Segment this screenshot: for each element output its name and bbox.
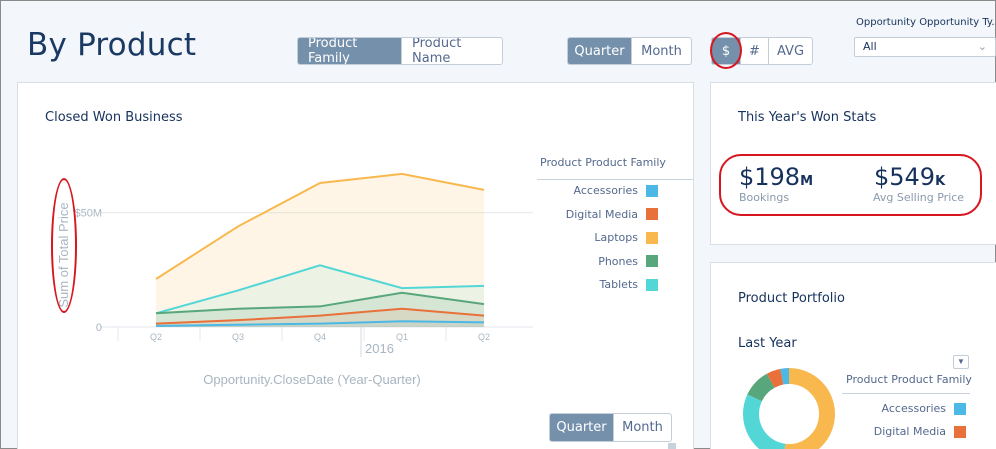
- page-title: By Product: [27, 27, 197, 63]
- legend-swatch: [646, 278, 658, 291]
- legend-item[interactable]: Accessories: [538, 184, 658, 197]
- group-toggle: Product Family Product Name: [297, 37, 503, 65]
- series-line: [155, 264, 485, 315]
- legend-item[interactable]: Tablets: [538, 278, 658, 291]
- donut-slice: [743, 394, 786, 449]
- series-area: [156, 265, 484, 327]
- legend-swatch: [646, 255, 658, 267]
- scrollbar-thumb[interactable]: [668, 443, 676, 449]
- count-button[interactable]: #: [740, 38, 768, 64]
- filter-label: Opportunity Opportunity Ty...: [856, 17, 996, 28]
- x-axis-label: Opportunity.CloseDate (Year-Quarter): [203, 372, 420, 387]
- series-area: [156, 292, 484, 327]
- legend-label: Accessories: [573, 184, 638, 197]
- bookings-label: Bookings: [739, 191, 790, 204]
- annotation-oval-stats: [719, 154, 982, 216]
- portfolio-legend-title: Product Product Family: [846, 373, 972, 386]
- bottom-period-toggle: Quarter Month: [549, 413, 672, 442]
- series-line: [155, 320, 485, 327]
- filter-value: All: [863, 40, 877, 53]
- donut-slice: [766, 368, 784, 388]
- donut-slice: [780, 368, 790, 385]
- legend-swatch: [646, 184, 658, 197]
- x-tick-label: Q1: [396, 332, 408, 342]
- legend-title: Product Product Family: [540, 156, 666, 169]
- legend-label: Laptops: [594, 231, 638, 244]
- portfolio-legend-item[interactable]: Accessories: [846, 402, 966, 415]
- series-area: [156, 308, 484, 327]
- y-tick-label: 0: [96, 322, 102, 334]
- bottom-quarter-button[interactable]: Quarter: [550, 414, 613, 441]
- portfolio-subtitle: Last Year: [738, 336, 797, 351]
- won-stats-card: This Year's Won Stats $198M Bookings $54…: [710, 82, 996, 245]
- legend-swatch: [954, 425, 966, 438]
- asp-value: $549K: [874, 163, 946, 191]
- legend-item[interactable]: Digital Media: [538, 208, 658, 221]
- asp-label: Avg Selling Price: [873, 191, 965, 204]
- x-tick-label: Q3: [232, 332, 244, 342]
- series-line: [155, 307, 485, 325]
- donut-slice: [747, 373, 775, 402]
- won-stats-title: This Year's Won Stats: [738, 110, 877, 125]
- portfolio-legend-divider: [842, 393, 970, 394]
- chevron-down-icon: ⌄: [977, 40, 987, 53]
- quarter-button[interactable]: Quarter: [568, 38, 631, 64]
- product-name-button[interactable]: Product Name: [401, 38, 502, 64]
- legend-swatch: [954, 402, 966, 415]
- legend-label: Digital Media: [873, 425, 946, 438]
- closed-won-card: Closed Won Business 0 $50M Sum of Total Pr…: [17, 82, 694, 449]
- y-tick-label: $50M: [74, 208, 102, 220]
- legend-item[interactable]: Laptops: [538, 231, 658, 244]
- legend-menu-button[interactable]: ▼: [953, 355, 969, 369]
- donut-slice: [784, 368, 835, 449]
- legend-swatch: [646, 208, 658, 220]
- opportunity-type-select[interactable]: All ⌄: [854, 37, 996, 57]
- avg-button[interactable]: AVG: [768, 38, 812, 64]
- x-tick-label: Q4: [314, 332, 326, 342]
- portfolio-title: Product Portfolio: [738, 291, 845, 306]
- annotation-oval-ylabel: [51, 178, 77, 313]
- annotation-circle-dollar: [710, 32, 742, 69]
- year-label: 2016: [365, 341, 394, 356]
- legend-swatch: [646, 231, 658, 244]
- bottom-month-button[interactable]: Month: [613, 414, 671, 441]
- month-button[interactable]: Month: [631, 38, 691, 64]
- portfolio-legend-item[interactable]: Digital Media: [846, 425, 966, 438]
- series-line: [155, 172, 485, 280]
- portfolio-card: Product Portfolio Last Year ▼ Product Pr…: [710, 262, 996, 449]
- legend-label: Digital Media: [565, 207, 638, 221]
- legend-label: Accessories: [881, 402, 946, 415]
- x-tick-label: Q2: [478, 332, 490, 342]
- caret-down-icon: ▼: [957, 357, 965, 366]
- legend-divider: [537, 179, 693, 180]
- x-tick-label: Q2: [150, 332, 162, 342]
- bookings-value: $198M: [739, 163, 814, 191]
- closed-won-title: Closed Won Business: [45, 110, 183, 125]
- legend-item[interactable]: Phones: [538, 255, 658, 268]
- legend-label: Tablets: [599, 278, 639, 291]
- donut-chart: [743, 368, 835, 449]
- series-line: [155, 291, 485, 315]
- period-toggle: Quarter Month: [567, 37, 692, 65]
- legend-label: Phones: [598, 254, 638, 268]
- product-family-button[interactable]: Product Family: [298, 38, 401, 64]
